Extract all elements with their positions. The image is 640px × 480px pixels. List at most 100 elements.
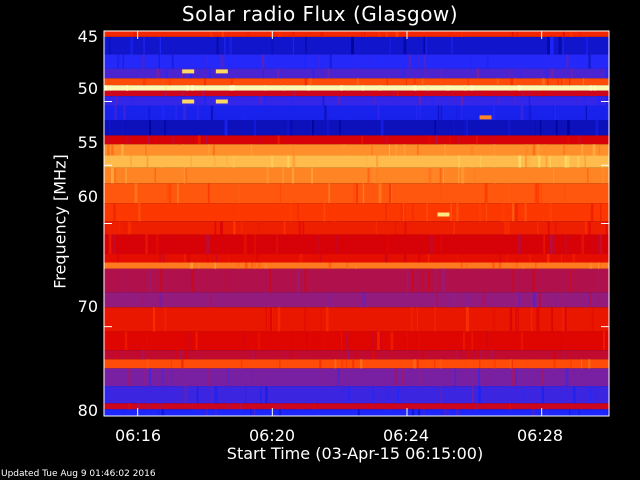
spectrum-texture bbox=[605, 68, 608, 79]
spectrum-texture bbox=[516, 254, 518, 263]
spectrum-texture bbox=[428, 85, 430, 91]
spectrum-texture bbox=[181, 359, 184, 369]
spectrum-texture bbox=[403, 144, 406, 156]
spectrum-texture bbox=[413, 78, 416, 86]
spectrum-texture bbox=[563, 183, 566, 204]
spectrum-texture bbox=[528, 105, 532, 120]
spectrum-texture bbox=[423, 36, 426, 55]
spectrum-texture bbox=[592, 144, 596, 156]
spectrum-texture bbox=[411, 409, 415, 416]
spectrum-texture bbox=[475, 96, 478, 106]
spectrum-texture bbox=[278, 409, 282, 416]
spectrum-texture bbox=[172, 135, 175, 145]
spectrum-texture bbox=[410, 307, 414, 332]
spectrum-texture bbox=[446, 85, 450, 91]
spectrum-texture bbox=[471, 331, 473, 351]
spectrum-texture bbox=[259, 96, 263, 106]
spectrum-texture bbox=[208, 68, 212, 79]
spectrum-texture bbox=[307, 85, 310, 91]
spectrum-texture bbox=[525, 144, 529, 156]
spectrum-texture bbox=[383, 350, 385, 360]
spectrum-texture bbox=[117, 54, 120, 69]
spectrum-texture bbox=[265, 307, 267, 332]
spectrum-texture bbox=[569, 268, 572, 293]
spectrum-texture bbox=[532, 144, 536, 156]
spectrum-texture bbox=[329, 54, 332, 69]
spectrum-texture bbox=[374, 167, 378, 184]
x-tick-label: 06:16 bbox=[115, 426, 161, 445]
spectrum-texture bbox=[606, 105, 609, 120]
spectrum-texture bbox=[323, 331, 325, 351]
spectrum-texture bbox=[355, 54, 358, 69]
spectrum-texture bbox=[435, 135, 438, 145]
spectrum-texture bbox=[142, 54, 145, 69]
spectrum-texture bbox=[428, 135, 432, 145]
spectrum-texture bbox=[162, 254, 165, 263]
spectrum-texture bbox=[542, 203, 544, 222]
spectrum-band bbox=[104, 331, 609, 351]
spectrum-texture bbox=[312, 68, 315, 79]
spectrum-texture bbox=[507, 183, 511, 204]
spectrum-texture bbox=[421, 78, 424, 86]
spectrum-texture bbox=[567, 155, 570, 168]
spectrum-texture bbox=[229, 36, 233, 55]
spectrum-texture bbox=[607, 409, 609, 416]
spectrum-texture bbox=[254, 234, 256, 255]
spectrum-texture bbox=[602, 331, 605, 351]
spectrum-texture bbox=[566, 268, 569, 293]
spectrum-texture bbox=[340, 85, 343, 91]
spectrum-texture bbox=[130, 36, 133, 55]
spectrum-texture bbox=[403, 36, 407, 55]
spectrum-texture bbox=[145, 144, 147, 156]
spectrum-texture bbox=[499, 254, 502, 263]
spectrum-texture bbox=[458, 155, 460, 168]
spectrum-texture bbox=[558, 36, 562, 55]
spectrum-texture bbox=[511, 359, 514, 369]
spectrum-texture bbox=[567, 135, 570, 145]
spectrum-texture bbox=[179, 368, 181, 387]
spectrum-texture bbox=[531, 409, 535, 416]
spectrum-texture bbox=[506, 254, 508, 263]
spectrum-texture bbox=[534, 183, 538, 204]
spectrum-texture bbox=[193, 386, 196, 404]
spectrum-texture bbox=[303, 307, 307, 332]
y-tick-label: 45 bbox=[78, 27, 98, 46]
spectrum-texture bbox=[465, 359, 467, 369]
spectrum-texture bbox=[371, 144, 373, 156]
spectrum-texture bbox=[376, 155, 379, 168]
spectrum-texture bbox=[190, 155, 192, 168]
spectrum-texture bbox=[195, 331, 198, 351]
spectrum-band bbox=[104, 359, 609, 369]
spectrum-texture bbox=[504, 221, 508, 235]
spectrum-texture bbox=[337, 368, 341, 387]
spectrum-texture bbox=[484, 90, 487, 97]
spectrum-texture bbox=[168, 183, 172, 204]
spectrum-texture bbox=[439, 167, 442, 184]
spectrum-texture bbox=[292, 36, 295, 55]
spectrum-texture bbox=[373, 96, 376, 106]
spectrum-texture bbox=[164, 119, 167, 136]
spectrum-texture bbox=[204, 234, 208, 255]
spectrum-texture bbox=[528, 331, 532, 351]
spectrum-texture bbox=[524, 203, 527, 222]
spectrum-texture bbox=[594, 85, 596, 91]
spectrum-texture bbox=[379, 331, 382, 351]
spectrum-texture bbox=[107, 144, 110, 156]
spectrum-texture bbox=[292, 144, 295, 156]
spectrum-texture bbox=[334, 359, 337, 369]
spectrum-texture bbox=[175, 105, 177, 120]
spectrum-texture bbox=[501, 203, 505, 222]
spectrum-texture bbox=[419, 368, 422, 387]
spectrum-texture bbox=[163, 78, 165, 86]
spectrum-texture bbox=[360, 31, 363, 37]
spectrum-texture bbox=[169, 368, 173, 387]
spectrum-texture bbox=[220, 183, 224, 204]
spectrum-texture bbox=[264, 262, 268, 269]
spectrum-texture bbox=[524, 155, 528, 168]
spectrum-texture bbox=[598, 292, 601, 308]
spectrum-texture bbox=[361, 292, 364, 308]
spectrum-texture bbox=[588, 292, 592, 308]
spectrum-texture bbox=[509, 307, 513, 332]
spectrum-texture bbox=[522, 90, 525, 97]
spectrum-texture bbox=[214, 409, 217, 416]
